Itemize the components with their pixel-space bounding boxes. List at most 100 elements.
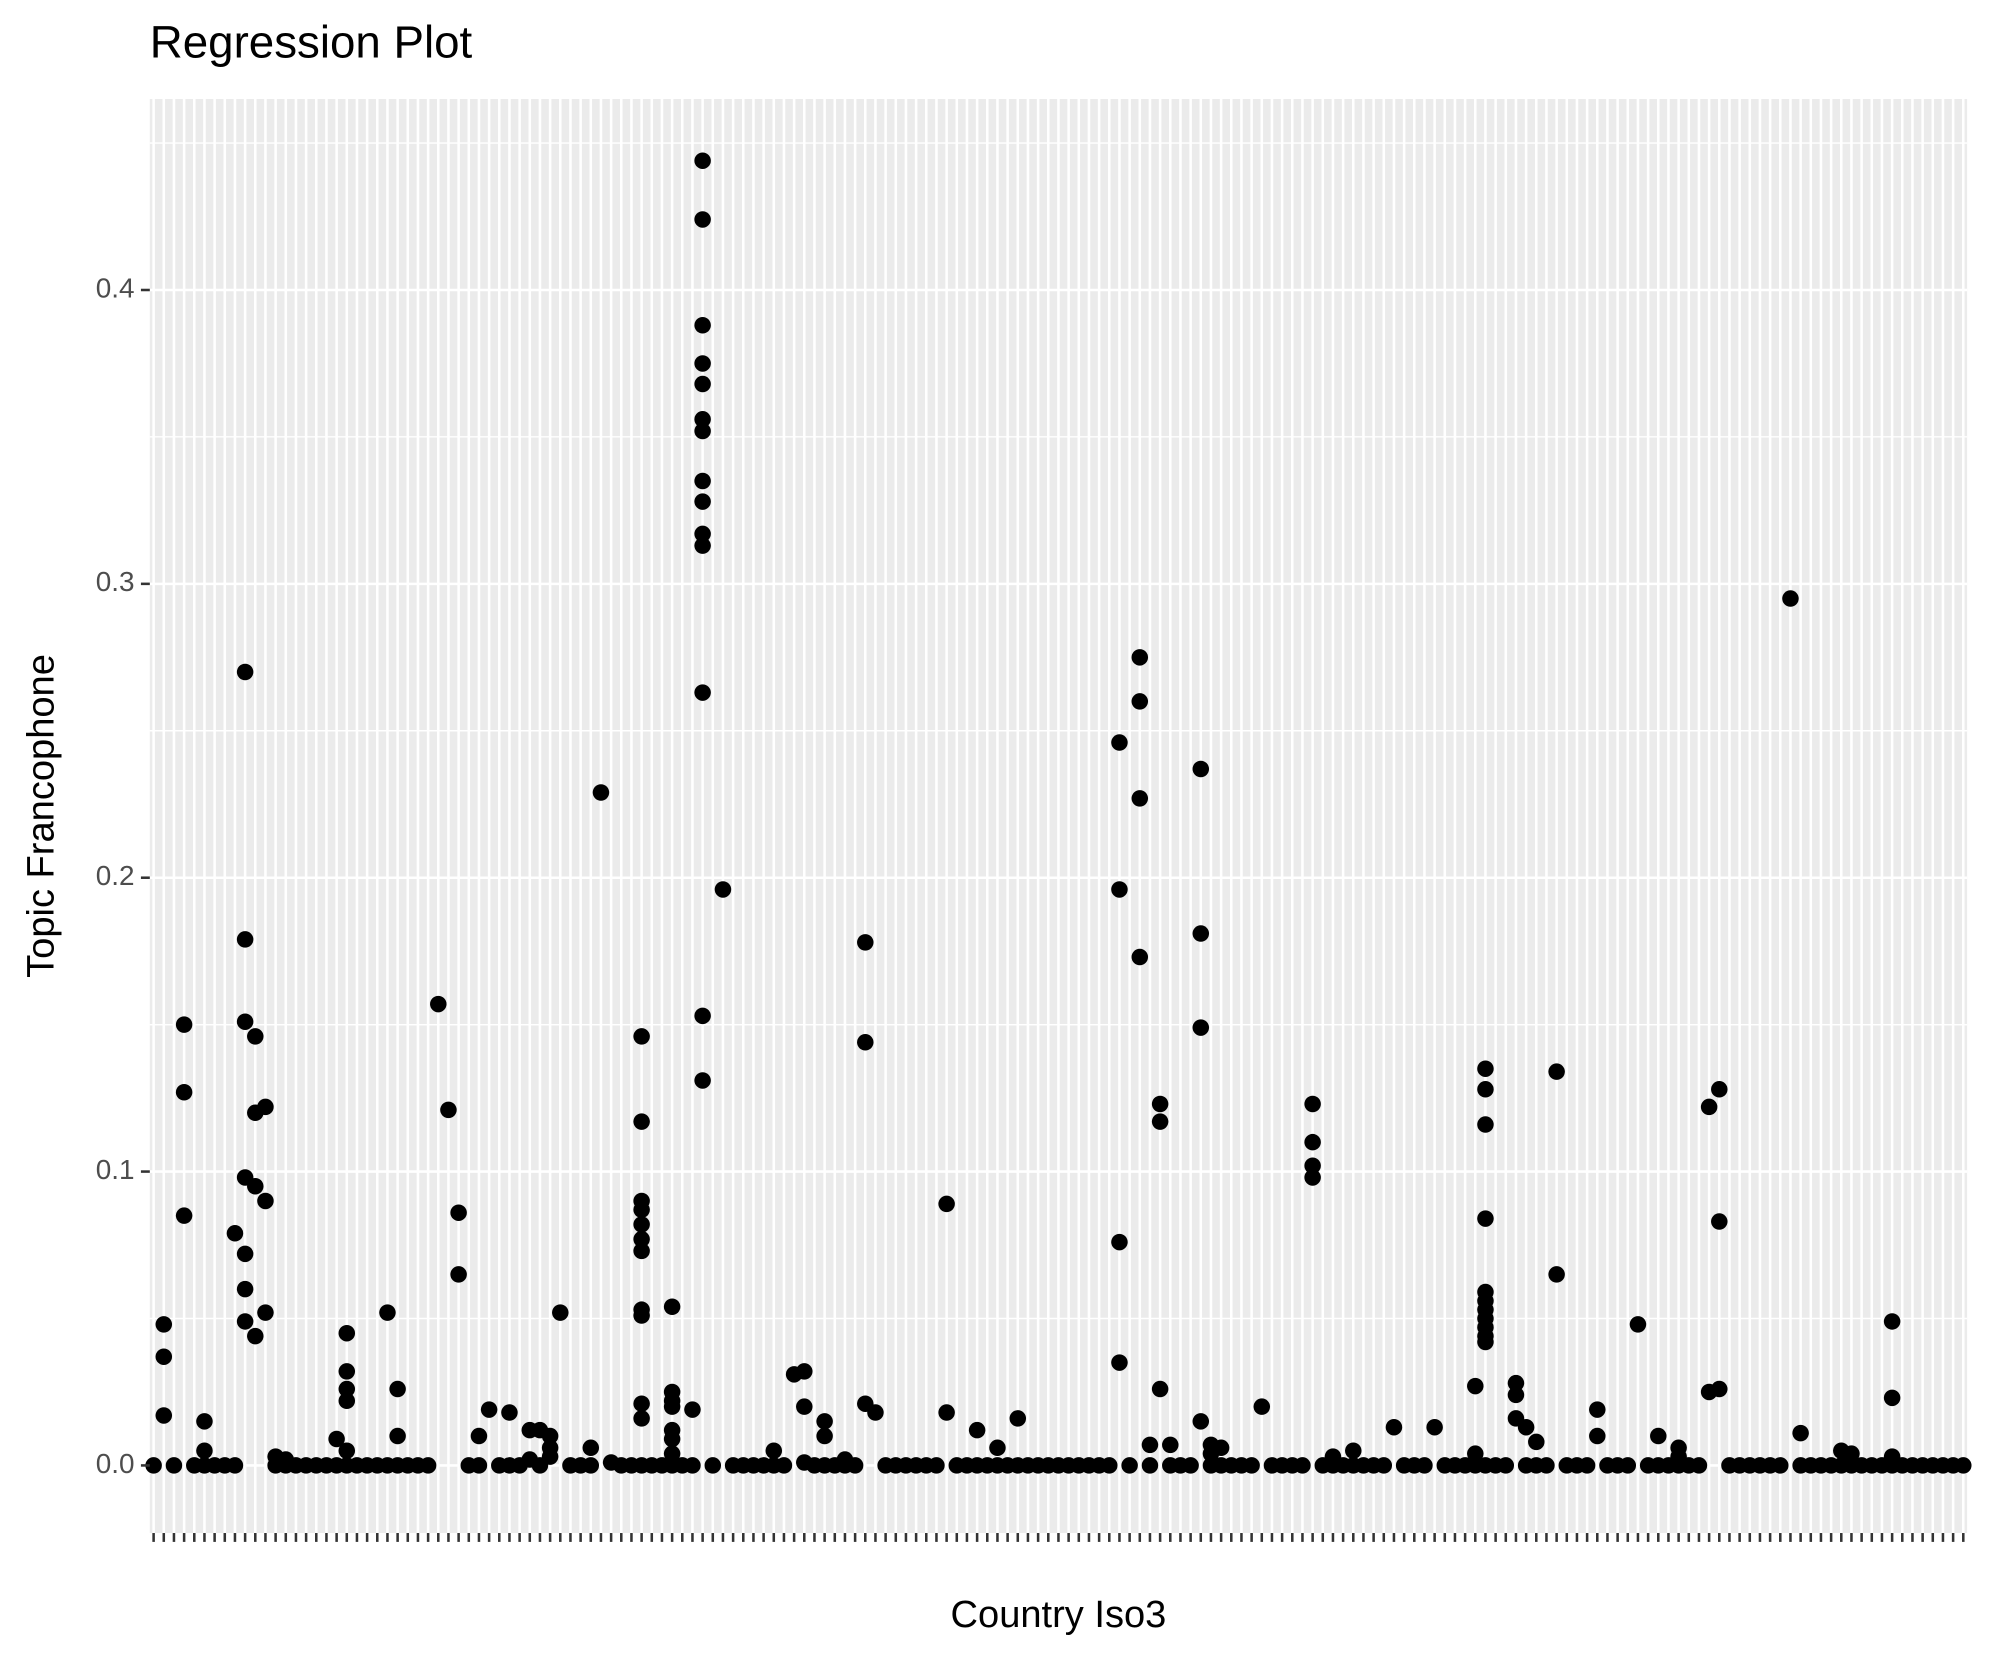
point: [633, 1216, 650, 1233]
point: [1629, 1316, 1647, 1333]
point: [196, 1442, 213, 1459]
point: [1111, 1233, 1128, 1251]
point: [1700, 1098, 1718, 1116]
point: [236, 1245, 254, 1263]
point: [694, 422, 711, 440]
point: [480, 1401, 498, 1418]
point: [694, 375, 711, 393]
point: [694, 1007, 711, 1025]
point: [1212, 1439, 1230, 1457]
point: [1528, 1433, 1545, 1451]
point: [1426, 1418, 1443, 1436]
point: [938, 1404, 955, 1421]
point: [582, 1439, 600, 1457]
point: [470, 1457, 488, 1474]
point: [175, 1016, 193, 1033]
point: [1477, 1060, 1494, 1077]
point: [1843, 1445, 1860, 1462]
point: [846, 1457, 864, 1474]
point: [155, 1348, 173, 1365]
point: [1192, 1019, 1210, 1036]
point: [501, 1404, 518, 1421]
point: [704, 1457, 722, 1474]
point: [1131, 790, 1149, 807]
point: [694, 537, 711, 554]
point: [419, 1457, 437, 1474]
point: [338, 1324, 356, 1342]
point: [389, 1380, 406, 1398]
point: [257, 1304, 274, 1321]
point: [1192, 1413, 1210, 1430]
point: [989, 1439, 1006, 1457]
chart-title: Regression Plot: [150, 17, 473, 68]
point: [1101, 1457, 1118, 1474]
point: [541, 1448, 559, 1465]
point: [1589, 1401, 1606, 1418]
point: [1141, 1457, 1159, 1474]
point: [389, 1427, 406, 1445]
point: [1131, 948, 1149, 966]
point: [928, 1457, 945, 1474]
point: [226, 1457, 244, 1474]
point: [247, 1178, 264, 1195]
point: [1304, 1169, 1321, 1186]
point: [236, 931, 254, 948]
point: [1182, 1457, 1199, 1474]
point: [450, 1266, 467, 1283]
point: [1111, 1354, 1128, 1371]
point: [440, 1101, 457, 1119]
point: [694, 411, 711, 428]
point: [633, 1113, 650, 1130]
point: [633, 1307, 650, 1324]
point: [1243, 1457, 1260, 1474]
point: [1131, 693, 1149, 710]
point: [165, 1457, 183, 1474]
point: [328, 1430, 345, 1448]
point: [1477, 1210, 1494, 1227]
point: [1141, 1436, 1159, 1454]
point: [155, 1316, 173, 1333]
point: [175, 1083, 193, 1101]
point: [694, 472, 711, 490]
point: [633, 1230, 650, 1248]
point: [450, 1204, 467, 1221]
point: [1121, 1457, 1138, 1474]
point: [338, 1380, 356, 1398]
point: [592, 784, 610, 801]
point: [1467, 1445, 1484, 1462]
point: [1304, 1095, 1321, 1113]
point: [338, 1392, 356, 1410]
point: [541, 1427, 559, 1445]
point: [765, 1442, 783, 1459]
y-tick-label: 0.4: [96, 272, 135, 303]
point: [430, 995, 447, 1013]
point: [938, 1195, 955, 1213]
point: [1131, 649, 1149, 666]
point: [694, 152, 711, 169]
point: [1192, 760, 1210, 778]
point: [714, 881, 732, 898]
point: [1009, 1410, 1027, 1427]
point: [1304, 1133, 1321, 1151]
y-tick-label: 0.3: [96, 566, 135, 597]
point: [1955, 1457, 1972, 1474]
point: [1883, 1389, 1901, 1407]
y-axis-title: Topic Francophone: [20, 654, 62, 978]
point: [1578, 1457, 1596, 1474]
point: [663, 1430, 681, 1448]
point: [247, 1028, 264, 1045]
point: [694, 493, 711, 510]
point: [1151, 1095, 1169, 1113]
point: [663, 1298, 681, 1315]
point: [694, 211, 711, 228]
point: [1467, 1377, 1484, 1395]
point: [1883, 1313, 1901, 1330]
point: [633, 1395, 650, 1412]
point: [552, 1304, 569, 1321]
point: [1517, 1418, 1535, 1436]
point: [1294, 1457, 1311, 1474]
point: [1792, 1424, 1809, 1442]
point: [1151, 1380, 1169, 1398]
point: [694, 1072, 711, 1089]
point: [175, 1207, 193, 1224]
